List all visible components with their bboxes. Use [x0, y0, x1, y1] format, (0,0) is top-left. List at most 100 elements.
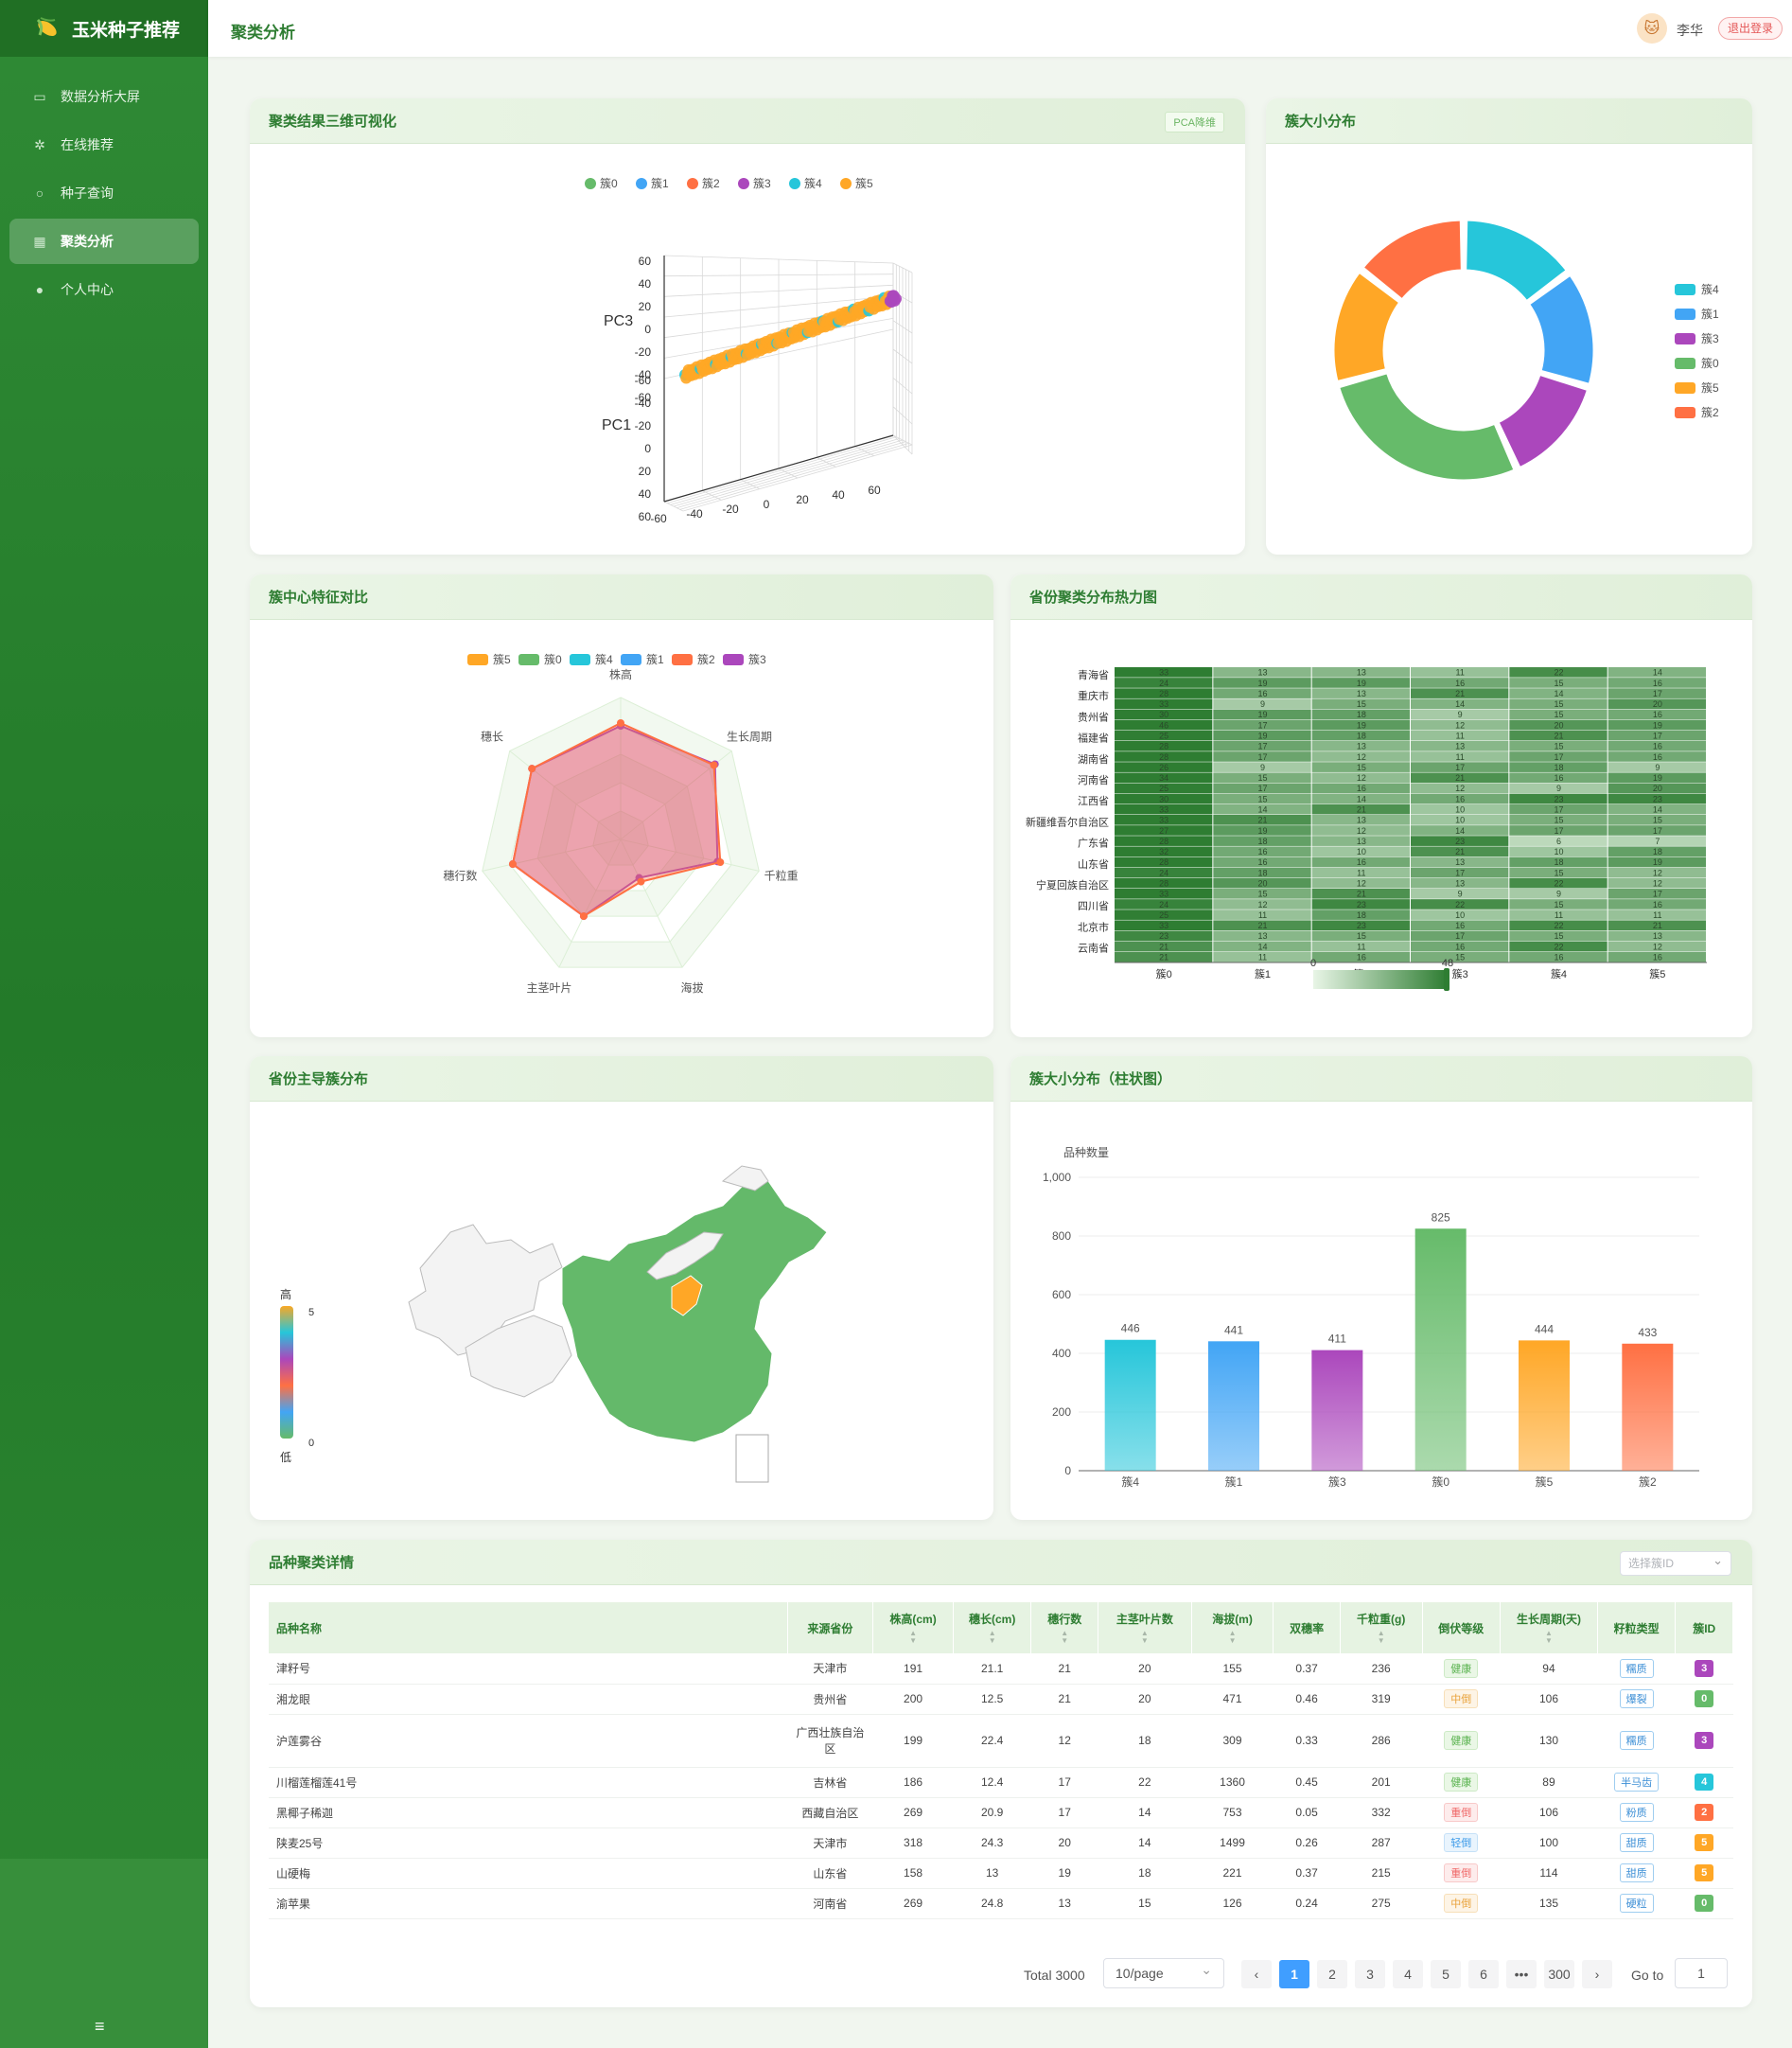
legend-item-簇3[interactable]: 簇3 [723, 652, 766, 666]
table-row[interactable]: 沪莲雾谷 广西壮族自治区 199 22.4 12 18 309 0.33 286 健康 130 糯质 3 [269, 1714, 1733, 1768]
donut-slice-簇2[interactable] [1360, 218, 1464, 303]
legend-item-簇4[interactable]: 簇4 [789, 176, 822, 190]
table-row[interactable]: 陕麦25号 天津市 318 24.3 20 14 1499 0.26 287 轻倒 100 甜质 5 [269, 1827, 1733, 1859]
column-header[interactable]: 海拔(m) ▲ ▼ [1191, 1602, 1274, 1653]
map-region-taiwan[interactable] [734, 1391, 746, 1406]
donut-slice-簇5[interactable] [1331, 270, 1402, 384]
map-region-main[interactable] [561, 1180, 828, 1443]
page-button-6[interactable]: ••• [1506, 1960, 1537, 1988]
legend-item-簇5[interactable]: 簇5 [467, 652, 511, 666]
legend-item-簇4[interactable]: 簇4 [570, 652, 613, 666]
cluster-select[interactable]: 选择簇ID [1620, 1549, 1731, 1576]
sort-icon[interactable]: ▲ ▼ [1377, 1629, 1385, 1645]
sidebar-item-3[interactable]: ▦ 聚类分析 [9, 219, 199, 264]
legend-item-簇1[interactable]: 簇1 [636, 176, 669, 190]
sort-icon[interactable]: ▲ ▼ [909, 1629, 917, 1645]
donut-legend-簇2[interactable]: 簇2 [1675, 405, 1719, 419]
column-header[interactable]: 主茎叶片数 ▲ ▼ [1098, 1602, 1192, 1653]
collapse-icon[interactable]: ≡ [95, 2017, 105, 2036]
logout-button[interactable]: 退出登录 [1718, 17, 1783, 40]
map-region-west[interactable] [408, 1224, 563, 1356]
column-header[interactable]: 千粒重(g) ▲ ▼ [1340, 1602, 1423, 1653]
bar-簇2[interactable] [1622, 1343, 1674, 1471]
bar-簇5[interactable] [1519, 1340, 1570, 1471]
donut-chart[interactable]: 簇4 簇1 簇3 簇0 簇5 簇2 [1266, 144, 1752, 555]
column-header[interactable]: 株高(cm) ▲ ▼ [872, 1602, 954, 1653]
table-row[interactable]: 黑豆龙眼重庆市25810.621152930.76277重倒126粉质5 [269, 1918, 1733, 1922]
page-size-select[interactable]: 10/page [1103, 1955, 1224, 1988]
svg-text:46: 46 [1159, 720, 1168, 730]
heatmap-visualmap-bar[interactable] [1313, 970, 1448, 989]
donut-slice-簇0[interactable] [1336, 370, 1518, 483]
bar-簇1[interactable] [1208, 1341, 1259, 1471]
donut-legend-簇5[interactable]: 簇5 [1675, 380, 1719, 395]
heatmap-visualmap-max: 48 [1442, 958, 1453, 969]
avatar[interactable]: 🐱 [1637, 13, 1667, 44]
page-button-7[interactable]: 300 [1544, 1960, 1574, 1988]
sidebar-item-1[interactable]: ✲ 在线推荐 [9, 122, 199, 168]
bar-chart[interactable]: 品种数量 0 200 400 600 800 1,000 446 簇4 441 簇1 411 簇3 825… [1010, 1102, 1752, 1520]
map-region-inner-mongolia[interactable] [646, 1231, 724, 1280]
donut-slice-簇4[interactable] [1464, 218, 1570, 304]
map-region-tibet[interactable] [465, 1315, 572, 1398]
heatmap-visualmap-handle[interactable] [1444, 968, 1449, 991]
pca-tick: 40 [832, 488, 845, 502]
sort-icon[interactable]: ▲ ▼ [1228, 1629, 1237, 1645]
sort-icon[interactable]: ▲ ▼ [988, 1629, 996, 1645]
donut-slice-簇3[interactable] [1496, 372, 1590, 470]
sidebar-item-4[interactable]: ● 个人中心 [9, 267, 199, 312]
donut-legend-簇4[interactable]: 簇4 [1675, 282, 1719, 296]
bar-簇4[interactable] [1104, 1339, 1156, 1471]
table-row[interactable]: 津籽号 天津市 191 21.1 21 20 155 0.37 236 健康 94 糯质 3 [269, 1653, 1733, 1685]
radar-series-簇2[interactable] [511, 721, 722, 918]
sort-icon[interactable]: ▲ ▼ [1061, 1629, 1069, 1645]
pca-3d-chart[interactable]: 簇0 簇1 簇2 簇3 簇4 簇56040200-20-40-60-60-40-20020… [250, 144, 1245, 555]
table-row[interactable]: 湘龙眼 贵州省 200 12.5 21 20 471 0.46 319 中倒 106 爆裂 0 [269, 1684, 1733, 1715]
prev-page-button[interactable]: ‹ [1241, 1960, 1272, 1988]
column-header[interactable]: 穗行数 ▲ ▼ [1030, 1602, 1098, 1653]
map-region-hebei[interactable] [671, 1275, 703, 1316]
page-button-1[interactable]: 2 [1317, 1960, 1347, 1988]
cell-text: 155 [1222, 1661, 1242, 1675]
page-button-0[interactable]: 1 [1279, 1960, 1309, 1988]
table-row[interactable]: 黑椰子稀迦 西藏自治区 269 20.9 17 14 753 0.05 332 重倒 106 粉质 2 [269, 1797, 1733, 1828]
sort-icon[interactable]: ▲ ▼ [1545, 1629, 1553, 1645]
sort-icon[interactable]: ▲ ▼ [1140, 1629, 1149, 1645]
donut-legend-簇1[interactable]: 簇1 [1675, 307, 1719, 321]
goto-input[interactable]: 1 [1675, 1958, 1728, 1988]
legend-item-簇5[interactable]: 簇5 [840, 176, 873, 190]
page-button-5[interactable]: 6 [1468, 1960, 1499, 1988]
column-header[interactable]: 穗长(cm) ▲ ▼ [953, 1602, 1032, 1653]
china-map-chart[interactable]: 高 5 0 低 [250, 1102, 993, 1520]
donut-legend-簇3[interactable]: 簇3 [1675, 331, 1719, 345]
table-row[interactable]: 川榴莲榴莲41号 吉林省 186 12.4 17 22 1360 0.45 201 健康 89 半马齿… [269, 1767, 1733, 1798]
legend-item-簇1[interactable]: 簇1 [621, 652, 664, 666]
map-region-north[interactable] [721, 1165, 769, 1192]
bar-簇3[interactable] [1311, 1350, 1363, 1471]
legend-item-簇2[interactable]: 簇2 [672, 652, 715, 666]
legend-item-簇3[interactable]: 簇3 [738, 176, 771, 190]
sidebar-item-2[interactable]: ○ 种子查询 [9, 170, 199, 216]
page-button-3[interactable]: 4 [1393, 1960, 1423, 1988]
table-cell: 18 [1098, 1858, 1192, 1889]
legend-item-簇0[interactable]: 簇0 [585, 176, 618, 190]
next-page-button[interactable]: › [1582, 1960, 1612, 1988]
page-button-4[interactable]: 5 [1431, 1960, 1461, 1988]
bar-簇0[interactable] [1414, 1228, 1467, 1471]
legend-item-簇0[interactable]: 簇0 [518, 652, 562, 666]
legend-item-簇2[interactable]: 簇2 [687, 176, 720, 190]
donut-slice-簇1[interactable] [1526, 273, 1596, 387]
china-map[interactable] [408, 1165, 828, 1483]
table-row[interactable]: 山硬梅 山东省 158 13 19 18 221 0.37 215 重倒 114 甜质 5 [269, 1858, 1733, 1889]
table-wrapper[interactable]: 品种名称 来源省份 株高(cm) ▲ ▼ 穗长(cm) ▲ ▼ 穗行数 ▲ ▼ 主茎叶片数 ▲ ▼ 海拔(m… [269, 1602, 1733, 1922]
table-row[interactable]: 渝苹果 河南省 269 24.8 13 15 126 0.24 275 中倒 135 硬粒 0 [269, 1888, 1733, 1919]
donut-legend-簇0[interactable]: 簇0 [1675, 356, 1719, 370]
column-header[interactable]: 生长周期(天) ▲ ▼ [1500, 1602, 1598, 1653]
sidebar-item-0[interactable]: ▭ 数据分析大屏 [9, 74, 199, 119]
svg-text:18: 18 [1357, 710, 1366, 719]
page-button-2[interactable]: 3 [1355, 1960, 1385, 1988]
map-visualmap-bar[interactable] [280, 1306, 293, 1439]
